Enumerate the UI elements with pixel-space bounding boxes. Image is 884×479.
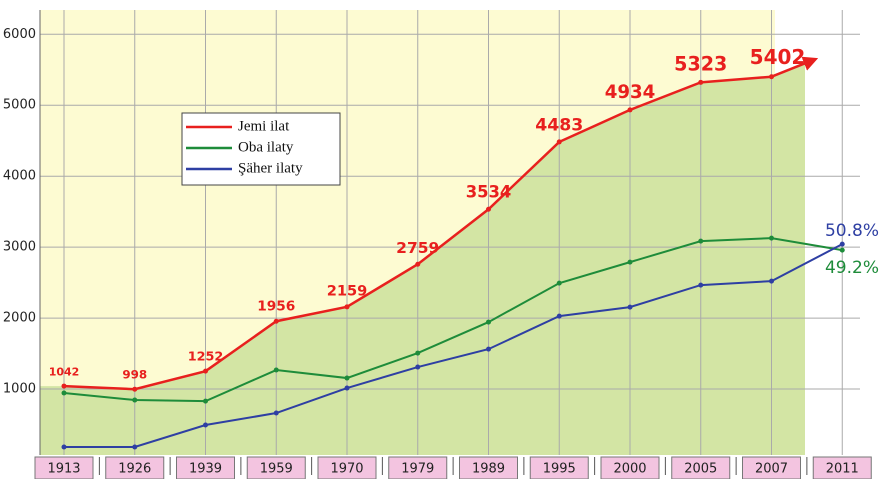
value-label: 3534 xyxy=(466,183,512,202)
point xyxy=(839,247,845,253)
x-tick-label: 1959 xyxy=(260,462,293,477)
x-tick-label: 1926 xyxy=(118,462,151,477)
value-label: 4483 xyxy=(535,115,583,135)
x-tick-label: 1970 xyxy=(330,462,363,477)
area-fill xyxy=(40,63,805,455)
legend-label: Oba ilaty xyxy=(238,139,294,155)
x-label-box xyxy=(812,456,872,479)
point xyxy=(627,259,633,265)
value-label: 5323 xyxy=(674,52,727,75)
x-tick-label: 2005 xyxy=(684,462,717,477)
point xyxy=(61,383,67,389)
point xyxy=(61,390,67,396)
x-tick-label: 2011 xyxy=(826,462,859,477)
value-label: 1252 xyxy=(188,349,224,364)
point xyxy=(769,235,774,241)
point xyxy=(769,278,774,284)
point xyxy=(344,375,350,381)
x-label-box xyxy=(671,456,731,479)
point xyxy=(698,238,704,244)
legend-label: Jemi ilat xyxy=(238,118,290,134)
point xyxy=(344,304,350,310)
point xyxy=(132,444,138,450)
y-tick-label: 5000 xyxy=(3,98,36,113)
point xyxy=(415,364,421,370)
x-tick-label: 1995 xyxy=(543,462,576,477)
x-label-box xyxy=(600,456,660,479)
series-line xyxy=(63,237,843,403)
x-label-box xyxy=(246,456,306,479)
x-tick-label: 2007 xyxy=(755,462,788,477)
y-tick-label: 6000 xyxy=(3,27,36,42)
point xyxy=(273,318,279,324)
x-tick-label: 1979 xyxy=(401,462,434,477)
y-tick-label: 2000 xyxy=(3,311,36,326)
point xyxy=(627,304,633,310)
x-label-box xyxy=(742,456,801,479)
x-label-box xyxy=(388,456,448,479)
value-label: 1956 xyxy=(257,298,295,314)
point xyxy=(415,350,421,356)
value-label: 5402 xyxy=(750,45,806,69)
x-tick-label: 2000 xyxy=(613,462,646,477)
point xyxy=(486,346,491,352)
point xyxy=(203,368,208,374)
annotation: 49.2% xyxy=(825,258,879,278)
point xyxy=(486,206,491,212)
point xyxy=(698,282,704,288)
trend-arrow xyxy=(771,56,819,78)
value-label: 2159 xyxy=(327,283,368,300)
labels: 1000 2000 3000 4000 5000 6000 1913 1926 1939 1959… xyxy=(3,27,879,479)
annotation: 50.8% xyxy=(825,221,879,241)
value-label: 4934 xyxy=(605,82,656,103)
point xyxy=(415,261,421,267)
point xyxy=(839,241,845,247)
value-label: 998 xyxy=(122,368,147,382)
series-line xyxy=(64,243,843,449)
x-label-box xyxy=(317,456,377,479)
point xyxy=(273,410,279,416)
point xyxy=(556,280,562,286)
value-label: 2759 xyxy=(396,239,439,257)
background xyxy=(40,10,805,455)
x-label-box xyxy=(105,456,165,479)
legend: Jemi ilat Oba ilaty Şäher ilaty xyxy=(181,112,341,186)
point xyxy=(344,385,350,391)
point xyxy=(486,319,491,325)
x-label-box xyxy=(529,456,589,479)
point xyxy=(556,139,562,145)
value-label: 1042 xyxy=(49,366,80,379)
x-tick-label: 1939 xyxy=(189,462,222,477)
y-tick-label: 4000 xyxy=(3,169,36,184)
x-tick-label: 1989 xyxy=(472,462,505,477)
lines xyxy=(61,56,845,450)
point xyxy=(203,398,208,404)
x-label-box xyxy=(459,456,518,479)
point xyxy=(556,313,562,319)
point xyxy=(61,444,67,450)
x-label-box xyxy=(34,456,94,479)
grid xyxy=(39,10,860,455)
point xyxy=(273,367,279,373)
point xyxy=(132,397,138,403)
x-tick-label: 1913 xyxy=(47,462,80,477)
x-label-box xyxy=(176,456,235,479)
point xyxy=(203,422,208,428)
legend-label: Şäher ilaty xyxy=(238,160,303,176)
point xyxy=(132,386,138,392)
y-tick-label: 1000 xyxy=(3,382,36,397)
point xyxy=(698,79,704,85)
y-tick-label: 3000 xyxy=(3,240,36,255)
point xyxy=(627,107,633,113)
